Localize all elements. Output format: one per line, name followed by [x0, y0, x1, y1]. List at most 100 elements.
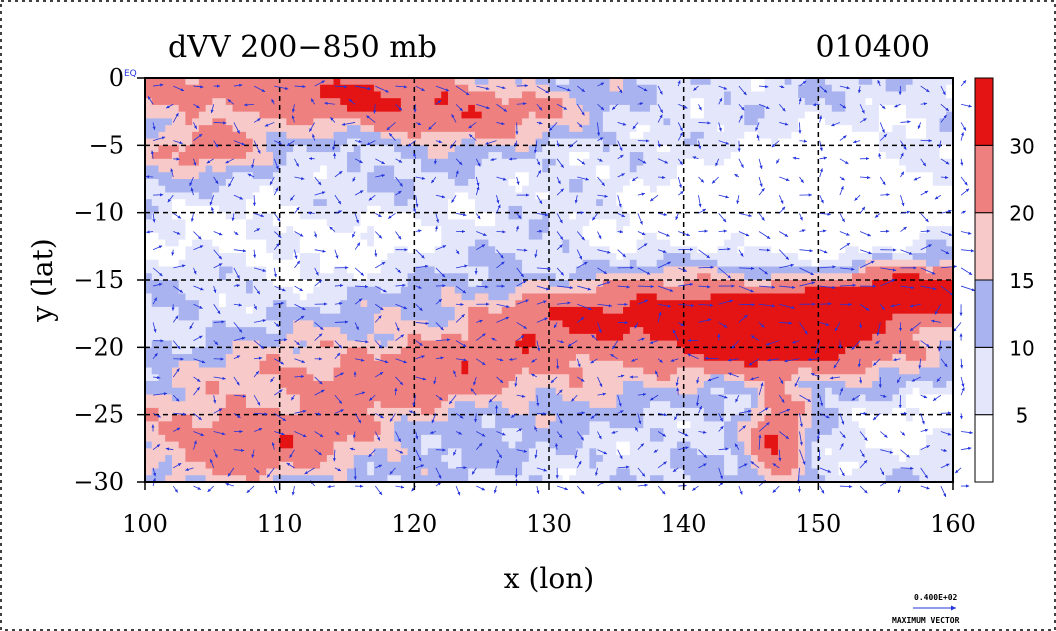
heat-cell — [549, 145, 557, 153]
heat-cell — [212, 131, 220, 140]
heat-cell — [461, 91, 469, 99]
heat-cell — [643, 185, 651, 194]
heat-cell — [373, 212, 382, 220]
heat-cell — [663, 138, 671, 146]
heat-cell — [407, 98, 415, 106]
heat-cell — [454, 300, 463, 308]
heat-cell — [434, 340, 442, 348]
heat-cell — [468, 78, 476, 86]
heat-cell — [798, 239, 806, 247]
heat-cell — [899, 78, 907, 86]
heat-cell — [757, 165, 766, 173]
heat-cell — [299, 91, 308, 99]
heat-cell — [488, 111, 496, 119]
heat-cell — [676, 192, 685, 200]
heat-cell — [340, 239, 348, 247]
heat-cell — [259, 347, 267, 355]
heat-cell — [643, 199, 651, 207]
heat-cell — [414, 192, 422, 200]
heat-cell — [555, 185, 564, 194]
heat-cell — [562, 219, 570, 227]
heat-cell — [602, 84, 611, 93]
heat-cell — [380, 212, 388, 220]
heat-cell — [299, 280, 308, 288]
heat-cell — [421, 152, 429, 160]
heat-cell — [555, 273, 564, 281]
heat-cell — [636, 273, 644, 281]
heat-cell — [670, 226, 678, 234]
heat-cell — [340, 347, 348, 355]
heat-cell — [885, 91, 893, 99]
heat-cell — [394, 78, 402, 86]
heat-cell — [690, 246, 698, 254]
heat-cell — [710, 205, 718, 214]
heat-cell — [259, 306, 267, 315]
heat-cell — [831, 226, 840, 234]
heat-cell — [542, 259, 550, 268]
heat-cell — [448, 354, 456, 362]
heat-cell — [367, 253, 375, 261]
heat-cell — [757, 125, 766, 133]
heat-cell — [340, 306, 348, 315]
heat-cell — [333, 158, 341, 167]
heat-cell — [771, 131, 779, 140]
heat-cell — [899, 172, 907, 180]
heat-cell — [555, 293, 564, 301]
heat-cell — [589, 91, 597, 99]
heat-cell — [373, 293, 382, 301]
heat-cell — [353, 104, 362, 113]
heat-cell — [791, 152, 799, 160]
heat-cell — [932, 340, 941, 348]
heat-cell — [670, 118, 678, 126]
heat-cell — [320, 179, 328, 187]
heat-cell — [293, 253, 301, 261]
heat-cell — [441, 84, 449, 93]
heat-cell — [865, 111, 873, 119]
heat-cell — [757, 306, 766, 315]
heat-cell — [414, 152, 422, 160]
heat-cell — [528, 91, 537, 99]
heat-cell — [225, 239, 234, 247]
heat-cell — [858, 347, 867, 355]
heat-cell — [367, 239, 375, 247]
heat-cell — [582, 84, 590, 93]
heat-cell — [165, 91, 173, 99]
heat-cell — [905, 78, 914, 86]
heat-cell — [407, 91, 415, 99]
heat-cell — [858, 266, 867, 274]
heat-cell — [246, 131, 254, 140]
heat-cell — [602, 226, 611, 234]
heat-cell — [360, 185, 368, 194]
heat-cell — [239, 179, 247, 187]
heat-cell — [629, 340, 638, 348]
heat-cell — [299, 246, 308, 254]
heat-cell — [441, 205, 449, 214]
heat-cell — [448, 320, 456, 328]
heat-cell — [912, 273, 920, 281]
heat-cell — [353, 333, 362, 342]
heat-cell — [717, 273, 725, 281]
heat-cell — [946, 84, 953, 93]
heat-cell — [373, 185, 382, 194]
heat-cell — [932, 286, 941, 295]
heat-cell — [872, 232, 880, 241]
heat-cell — [717, 333, 725, 342]
heat-cell — [582, 111, 590, 119]
heat-cell — [353, 313, 362, 321]
heat-cell — [219, 158, 227, 167]
heat-cell — [650, 320, 658, 328]
heat-cell — [373, 219, 382, 227]
heat-cell — [306, 340, 314, 348]
heat-cell — [542, 111, 550, 119]
heat-cell — [899, 212, 907, 220]
heat-cell — [683, 232, 691, 241]
heat-cell — [542, 232, 550, 241]
heat-cell — [899, 259, 907, 268]
heat-cell — [650, 253, 658, 261]
heat-cell — [145, 205, 153, 214]
heat-cell — [656, 98, 665, 106]
heat-cell — [623, 219, 631, 227]
heat-cell — [609, 165, 617, 173]
heat-cell — [602, 340, 611, 348]
heat-cell — [434, 84, 442, 93]
